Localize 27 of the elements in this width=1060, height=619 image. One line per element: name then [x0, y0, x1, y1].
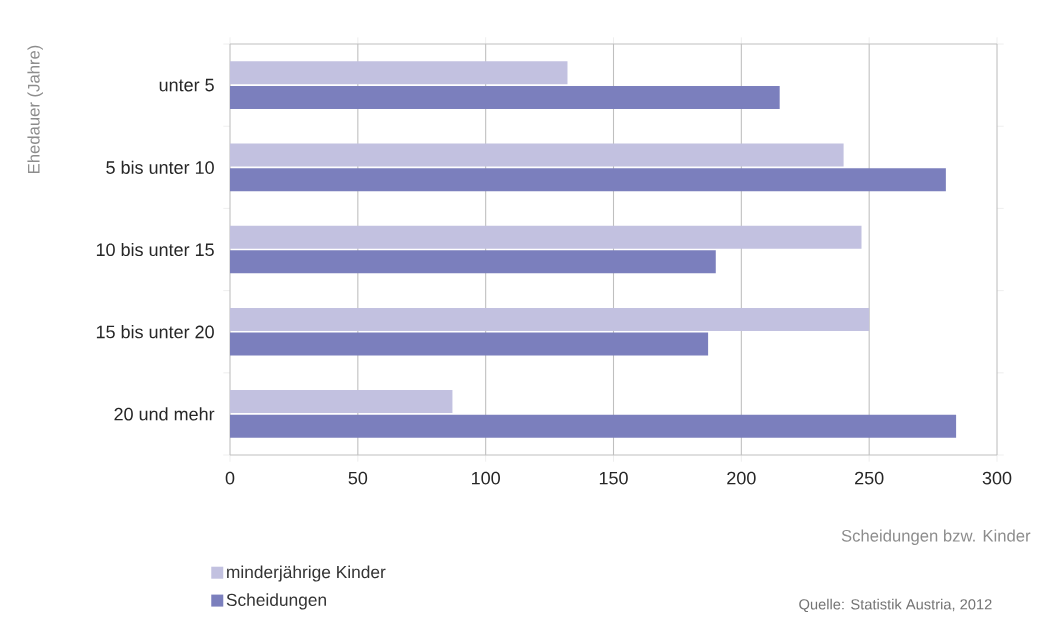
y-tick-label: unter 5: [159, 78, 214, 92]
x-tick-label: 200: [727, 471, 756, 485]
y-tick-label: 5 bis unter 10: [106, 160, 214, 174]
bar: [230, 332, 709, 356]
y-tick-label: 10 bis unter 15: [96, 242, 214, 257]
bar: [230, 143, 844, 167]
bar: [230, 307, 870, 331]
bar: [230, 390, 453, 414]
y-tick-label: 15 bis unter 20: [96, 325, 214, 339]
bar: [230, 85, 780, 109]
legend-label: Scheidungen: [226, 593, 326, 610]
x-axis-title: Scheidungen bzw. Kinder: [841, 529, 1031, 545]
x-tick-label: 100: [472, 471, 500, 485]
y-tick-label: 20 und mehr: [114, 407, 215, 421]
y-axis-title: Ehedauer (Jahre): [27, 45, 43, 173]
bar: [230, 250, 716, 274]
legend-label: minderjährige Kinder: [227, 565, 386, 582]
x-tick-label: 150: [599, 471, 628, 485]
bar: [230, 414, 957, 438]
source-note: Quelle: Statistik Austria, 2012: [799, 598, 992, 613]
bar: [230, 61, 568, 85]
bar: [230, 168, 946, 192]
x-tick-label: 50: [348, 471, 368, 485]
bar: [230, 225, 862, 249]
x-tick-label: 300: [982, 471, 1012, 485]
x-tick-label: 0: [225, 471, 235, 485]
x-tick-label: 250: [855, 471, 884, 485]
